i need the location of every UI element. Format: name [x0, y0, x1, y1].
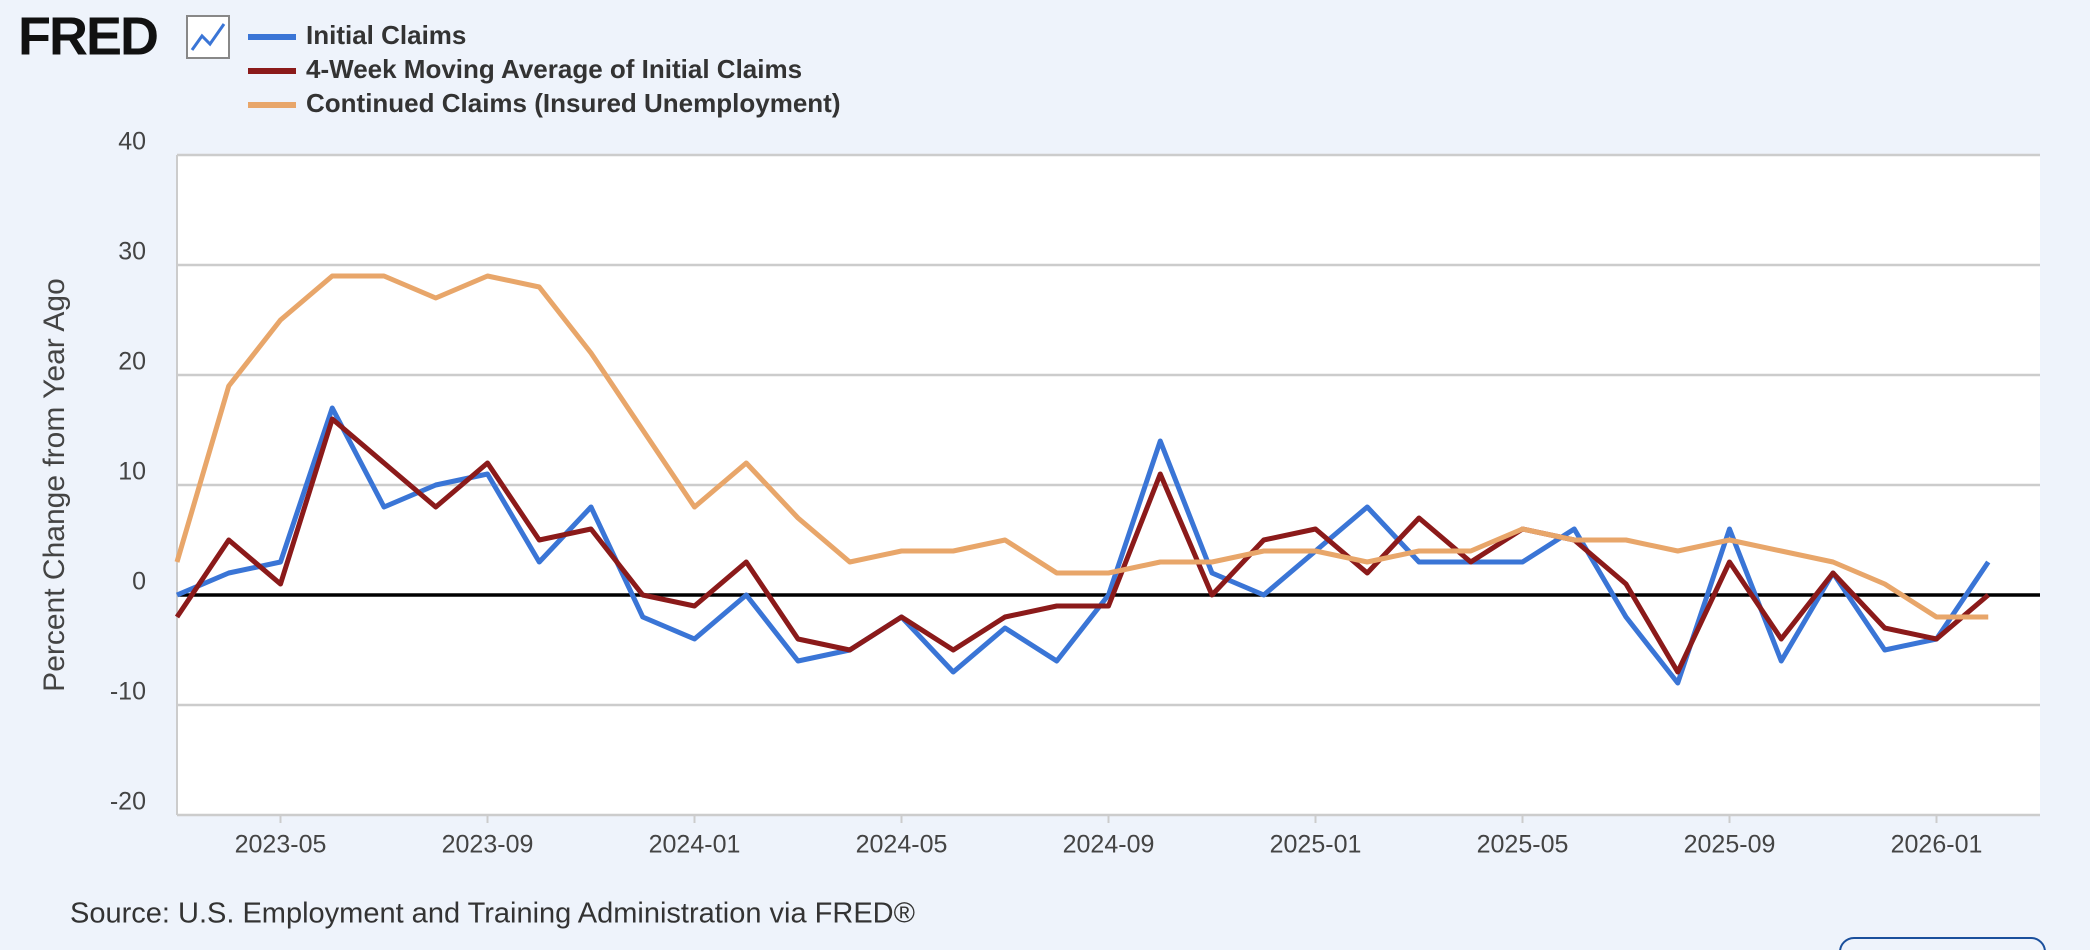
- x-tick-label: 2023-05: [235, 831, 327, 859]
- x-tick-label: 2025-01: [1270, 831, 1362, 859]
- y-tick-label: -20: [110, 788, 146, 816]
- x-tick-label: 2025-05: [1477, 831, 1569, 859]
- series-line: [174, 416, 1990, 675]
- legend-label: Continued Claims (Insured Unemployment): [306, 88, 841, 118]
- y-tick-label: 30: [118, 238, 146, 266]
- legend-label: 4-Week Moving Average of Initial Claims: [306, 54, 802, 84]
- chart-icon-line: [190, 23, 226, 51]
- x-tick-label: 2024-05: [856, 831, 948, 859]
- x-tick-label: 2026-01: [1891, 831, 1983, 859]
- y-axis-label: Percent Change from Year Ago: [38, 278, 71, 692]
- x-tick-label: 2024-09: [1063, 831, 1155, 859]
- logo: FRED: [18, 6, 157, 66]
- series-line: [174, 273, 1989, 620]
- button[interactable]: [1839, 937, 2046, 950]
- legend-label: Initial Claims: [306, 20, 466, 50]
- y-tick-label: 40: [118, 128, 146, 156]
- x-tick-label: 2024-01: [649, 831, 741, 859]
- x-tick-label: 2025-09: [1684, 831, 1776, 859]
- y-tick-label: 10: [118, 458, 146, 486]
- y-tick-label: -10: [110, 678, 146, 706]
- source-note: Source: U.S. Employment and Training Adm…: [70, 898, 915, 930]
- x-tick-label: 2023-09: [442, 831, 534, 859]
- y-tick-label: 0: [132, 568, 146, 596]
- y-tick-label: 20: [118, 348, 146, 376]
- chart-icon: [186, 15, 230, 59]
